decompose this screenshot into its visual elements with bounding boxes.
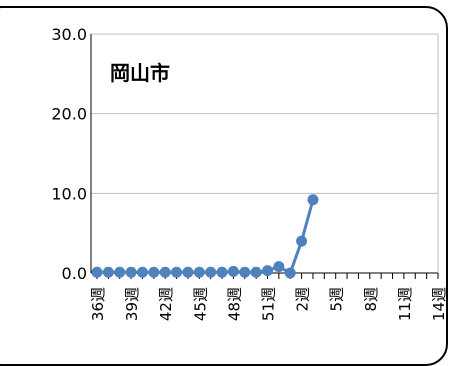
- x-tick-label: 39週: [123, 287, 141, 321]
- data-point: [193, 266, 205, 278]
- x-tick-label: 51週: [260, 287, 278, 321]
- data-point: [114, 266, 126, 278]
- data-point: [148, 266, 160, 278]
- x-tick-label: 8週: [362, 287, 380, 312]
- x-tick-label: 42週: [157, 287, 175, 321]
- data-point: [284, 267, 296, 279]
- data-point: [102, 266, 114, 278]
- chart-title: 岡山市: [110, 61, 170, 85]
- data-point: [182, 266, 194, 278]
- data-point: [227, 265, 239, 277]
- data-point: [216, 266, 228, 278]
- y-tick-labels: 0.0 10.0 20.0 30.0: [51, 25, 87, 283]
- chart-frame: [0, 6, 448, 366]
- x-tick-label: 5週: [328, 287, 346, 312]
- data-point: [296, 235, 308, 247]
- data-point: [159, 266, 171, 278]
- x-tick-label: 45週: [191, 287, 209, 321]
- y-tick-label: 30.0: [51, 25, 87, 44]
- data-point: [307, 194, 319, 206]
- chart: 0.0 10.0 20.0 30.0 36週 39週 42週 45週 48週 51週 2週 5週 8週…: [51, 25, 448, 321]
- data-point: [125, 266, 137, 278]
- data-point: [171, 266, 183, 278]
- x-tick-labels: 36週 39週 42週 45週 48週 51週 2週 5週 8週 11週 14週: [89, 287, 448, 321]
- data-point: [239, 266, 251, 278]
- data-point: [136, 266, 148, 278]
- y-tick-label: 0.0: [62, 264, 87, 283]
- y-tick-label: 10.0: [51, 184, 87, 203]
- data-point: [205, 266, 217, 278]
- x-tick-label: 14週: [430, 287, 448, 321]
- data-point: [262, 265, 273, 277]
- data-point: [91, 266, 103, 278]
- y-tick-label: 20.0: [51, 105, 87, 124]
- x-tick-label: 36週: [89, 287, 107, 321]
- data-points: [91, 194, 319, 279]
- gridlines: [91, 33, 438, 194]
- x-tick-label: 2週: [294, 287, 312, 312]
- x-tick-label: 48週: [225, 287, 243, 321]
- data-point: [273, 261, 285, 273]
- data-point: [250, 266, 262, 278]
- x-tick-label: 11週: [396, 287, 414, 321]
